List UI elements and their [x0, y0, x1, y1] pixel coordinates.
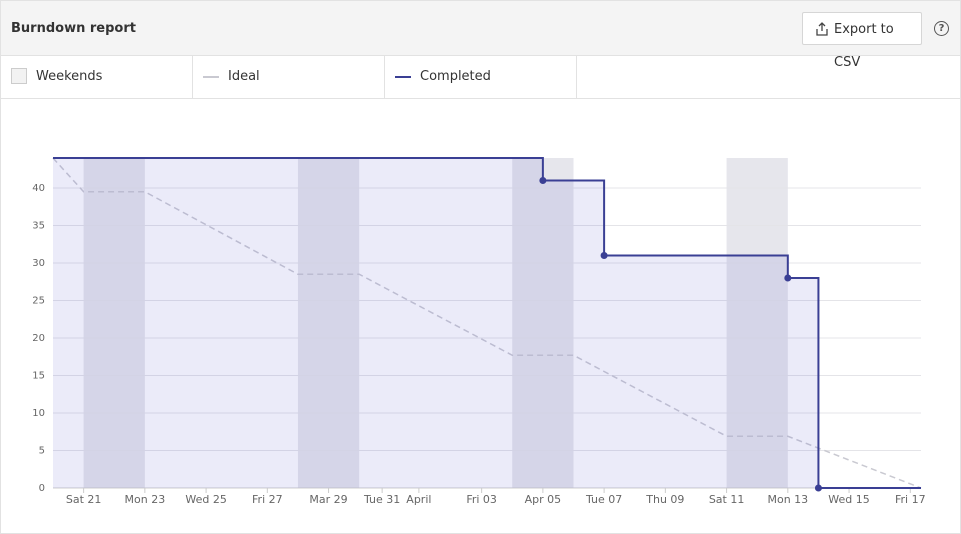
- point: [539, 177, 547, 184]
- y-tick-label: 35: [32, 221, 45, 232]
- legend: Weekends Ideal Completed: [1, 56, 960, 99]
- export-button[interactable]: Export to CSV: [802, 12, 922, 70]
- weekend-band: [512, 158, 574, 488]
- area: [53, 158, 921, 488]
- weekend-band: [83, 158, 145, 488]
- y-tick-label: 25: [32, 296, 45, 307]
- legend-weekends[interactable]: Weekends: [1, 56, 193, 98]
- x-tick-label: Mar 29: [309, 493, 347, 506]
- x-tick-label: April: [406, 493, 431, 506]
- x-tick-label: Wed 15: [828, 493, 869, 506]
- y-tick-label: 15: [32, 371, 45, 382]
- x-tick-label: Sat 11: [709, 493, 745, 506]
- legend-label: Ideal: [228, 69, 260, 84]
- y-tick-label: 30: [32, 258, 45, 269]
- title: Burndown report: [11, 21, 136, 36]
- line: [53, 157, 921, 489]
- x-tick-label: Tue 31: [363, 493, 400, 506]
- legend-swatch: [203, 76, 219, 78]
- x-tick-label: Sat 21: [66, 493, 102, 506]
- export-icon: [816, 22, 828, 36]
- help-icon[interactable]: ?: [934, 21, 949, 36]
- point: [600, 252, 608, 259]
- point: [784, 274, 792, 282]
- y-tick-label: 40: [32, 183, 45, 194]
- x-tick-label: Mon 23: [125, 493, 166, 506]
- x-tick-label: Fri 17: [895, 493, 926, 506]
- point: [814, 484, 822, 492]
- legend-ideal[interactable]: Ideal: [193, 56, 385, 98]
- legend-swatch: [395, 76, 411, 78]
- weekend-band: [297, 158, 360, 488]
- header: Burndown report Export to CSV ?: [1, 1, 960, 70]
- x-tick-label: Fri 27: [252, 493, 283, 506]
- y-tick-label: 5: [39, 446, 45, 457]
- x-tick-label: Tue 07: [585, 493, 622, 506]
- line: [52, 157, 922, 489]
- y-tick-label: 20: [32, 333, 45, 344]
- checkbox[interactable]: [11, 68, 27, 84]
- y-tick-label: 10: [32, 408, 45, 419]
- y-tick-label: 0: [39, 483, 45, 494]
- x-tick-label: Wed 25: [185, 493, 226, 506]
- legend-label: Weekends: [36, 69, 103, 84]
- weekend-band: [726, 158, 788, 488]
- chart: 0 5 10 15 20 25 30 35 40 Sat 21 Mon 23 Wed 25 Fri 27…: [32, 157, 926, 506]
- export-label: Export to CSV: [834, 22, 894, 70]
- x-tick-label: Thu 09: [645, 493, 684, 506]
- x-tick-label: Mon 13: [767, 493, 808, 506]
- legend-completed[interactable]: Completed: [385, 56, 577, 98]
- x-tick-label: Apr 05: [525, 493, 562, 506]
- legend-label: Completed: [420, 69, 491, 84]
- x-tick-label: Fri 03: [466, 493, 497, 506]
